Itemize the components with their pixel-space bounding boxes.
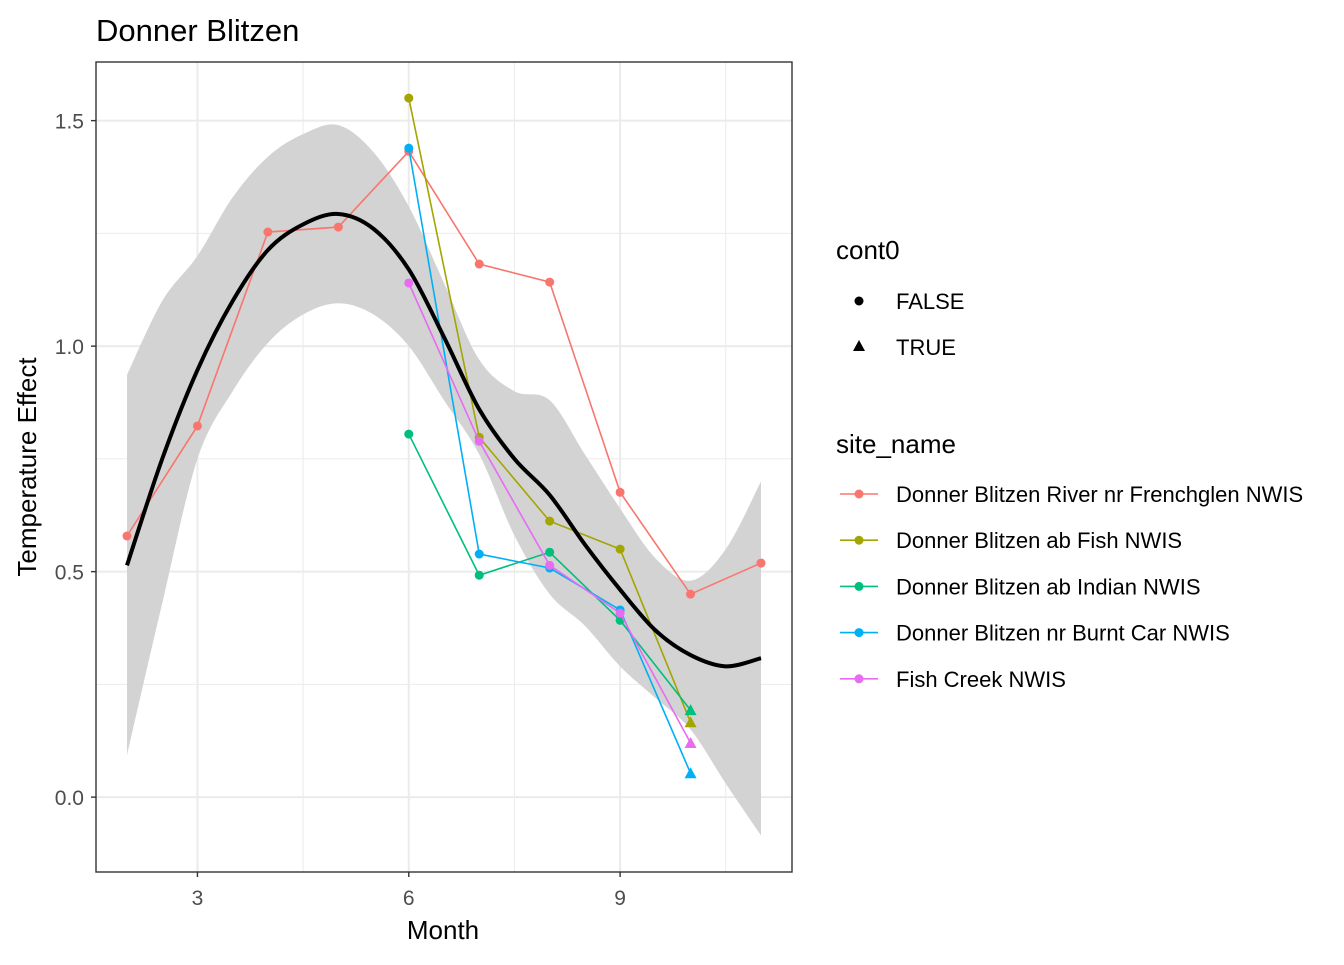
data-point [615, 608, 625, 618]
series-donner-blitzen-ab-indian-nwis [404, 429, 697, 716]
data-point [615, 544, 625, 554]
chart-title: Donner Blitzen [96, 13, 299, 48]
data-point [686, 589, 696, 599]
smooth-line [125, 211, 762, 669]
data-point-triangle [684, 737, 697, 749]
data-point [756, 558, 766, 568]
legend-dot-icon [854, 581, 864, 591]
series-fish-creek-nwis [404, 278, 697, 749]
plot-border [95, 61, 793, 873]
plot-panel [96, 62, 792, 872]
y-tick-label: 0.0 [55, 787, 84, 810]
data-point [474, 259, 484, 269]
legend-shape-title: cont0 [836, 235, 900, 265]
series-group [122, 93, 766, 779]
data-point [615, 487, 625, 497]
legend-item: Donner Blitzen River nr Frenchglen NWIS [840, 482, 1303, 507]
legend-dot-icon [854, 535, 864, 545]
data-point [404, 278, 414, 288]
series-donner-blitzen-ab-fish-nwis [404, 93, 697, 728]
smooth-curve [125, 211, 762, 669]
legend-item: Donner Blitzen ab Indian NWIS [840, 574, 1201, 599]
legend-circle-icon [854, 296, 864, 306]
legend-item: Donner Blitzen nr Burnt Car NWIS [840, 621, 1230, 646]
y-tick-label: 0.5 [55, 562, 84, 585]
legend-dot-icon [854, 628, 864, 638]
y-tick-label: 1.5 [55, 111, 84, 134]
legend-dot-icon [854, 489, 864, 499]
data-point [404, 93, 414, 103]
legend-item: Fish Creek NWIS [840, 667, 1066, 692]
data-point [545, 516, 555, 526]
legend-shape-label: FALSE [896, 289, 964, 314]
data-point [122, 531, 132, 541]
data-point [474, 570, 484, 580]
data-point-triangle [684, 704, 697, 716]
data-point [474, 436, 484, 446]
x-tick-label: 6 [403, 887, 415, 910]
legend-color: site_name Donner Blitzen River nr French… [836, 429, 1303, 692]
data-point [474, 549, 484, 559]
legend-label: Donner Blitzen River nr Frenchglen NWIS [896, 482, 1303, 507]
data-point-triangle [684, 716, 697, 728]
x-axis-label: Month [407, 915, 479, 945]
y-tick-label: 1.0 [55, 336, 84, 359]
legend-color-title: site_name [836, 429, 956, 459]
x-tick-label: 9 [614, 887, 626, 910]
data-point [333, 222, 343, 232]
y-axis: 0.0 0.5 1.0 1.5 [55, 111, 96, 810]
legend-label: Donner Blitzen ab Indian NWIS [896, 574, 1201, 599]
confidence-ribbon [126, 124, 762, 836]
legend-label: Donner Blitzen nr Burnt Car NWIS [896, 621, 1230, 646]
data-point [545, 547, 555, 557]
data-point [192, 421, 202, 431]
x-axis: 3 6 9 [192, 872, 626, 910]
data-point [404, 143, 414, 153]
legend-shape-label: TRUE [896, 335, 956, 360]
legend-label: Donner Blitzen ab Fish NWIS [896, 528, 1182, 553]
data-point [545, 560, 555, 570]
legend-triangle-icon [853, 340, 865, 351]
legend-dot-icon [854, 674, 864, 684]
ribbon-area [126, 124, 762, 836]
legend-shape: cont0 FALSE TRUE [836, 235, 964, 360]
series-line [126, 149, 762, 596]
legend-label: Fish Creek NWIS [896, 667, 1066, 692]
data-point-triangle [684, 767, 697, 779]
data-point [545, 277, 555, 287]
x-tick-label: 3 [192, 887, 204, 910]
data-point [263, 227, 273, 237]
data-point [404, 429, 414, 439]
y-axis-label: Temperature Effect [12, 357, 42, 577]
legend-item: Donner Blitzen ab Fish NWIS [840, 528, 1182, 553]
